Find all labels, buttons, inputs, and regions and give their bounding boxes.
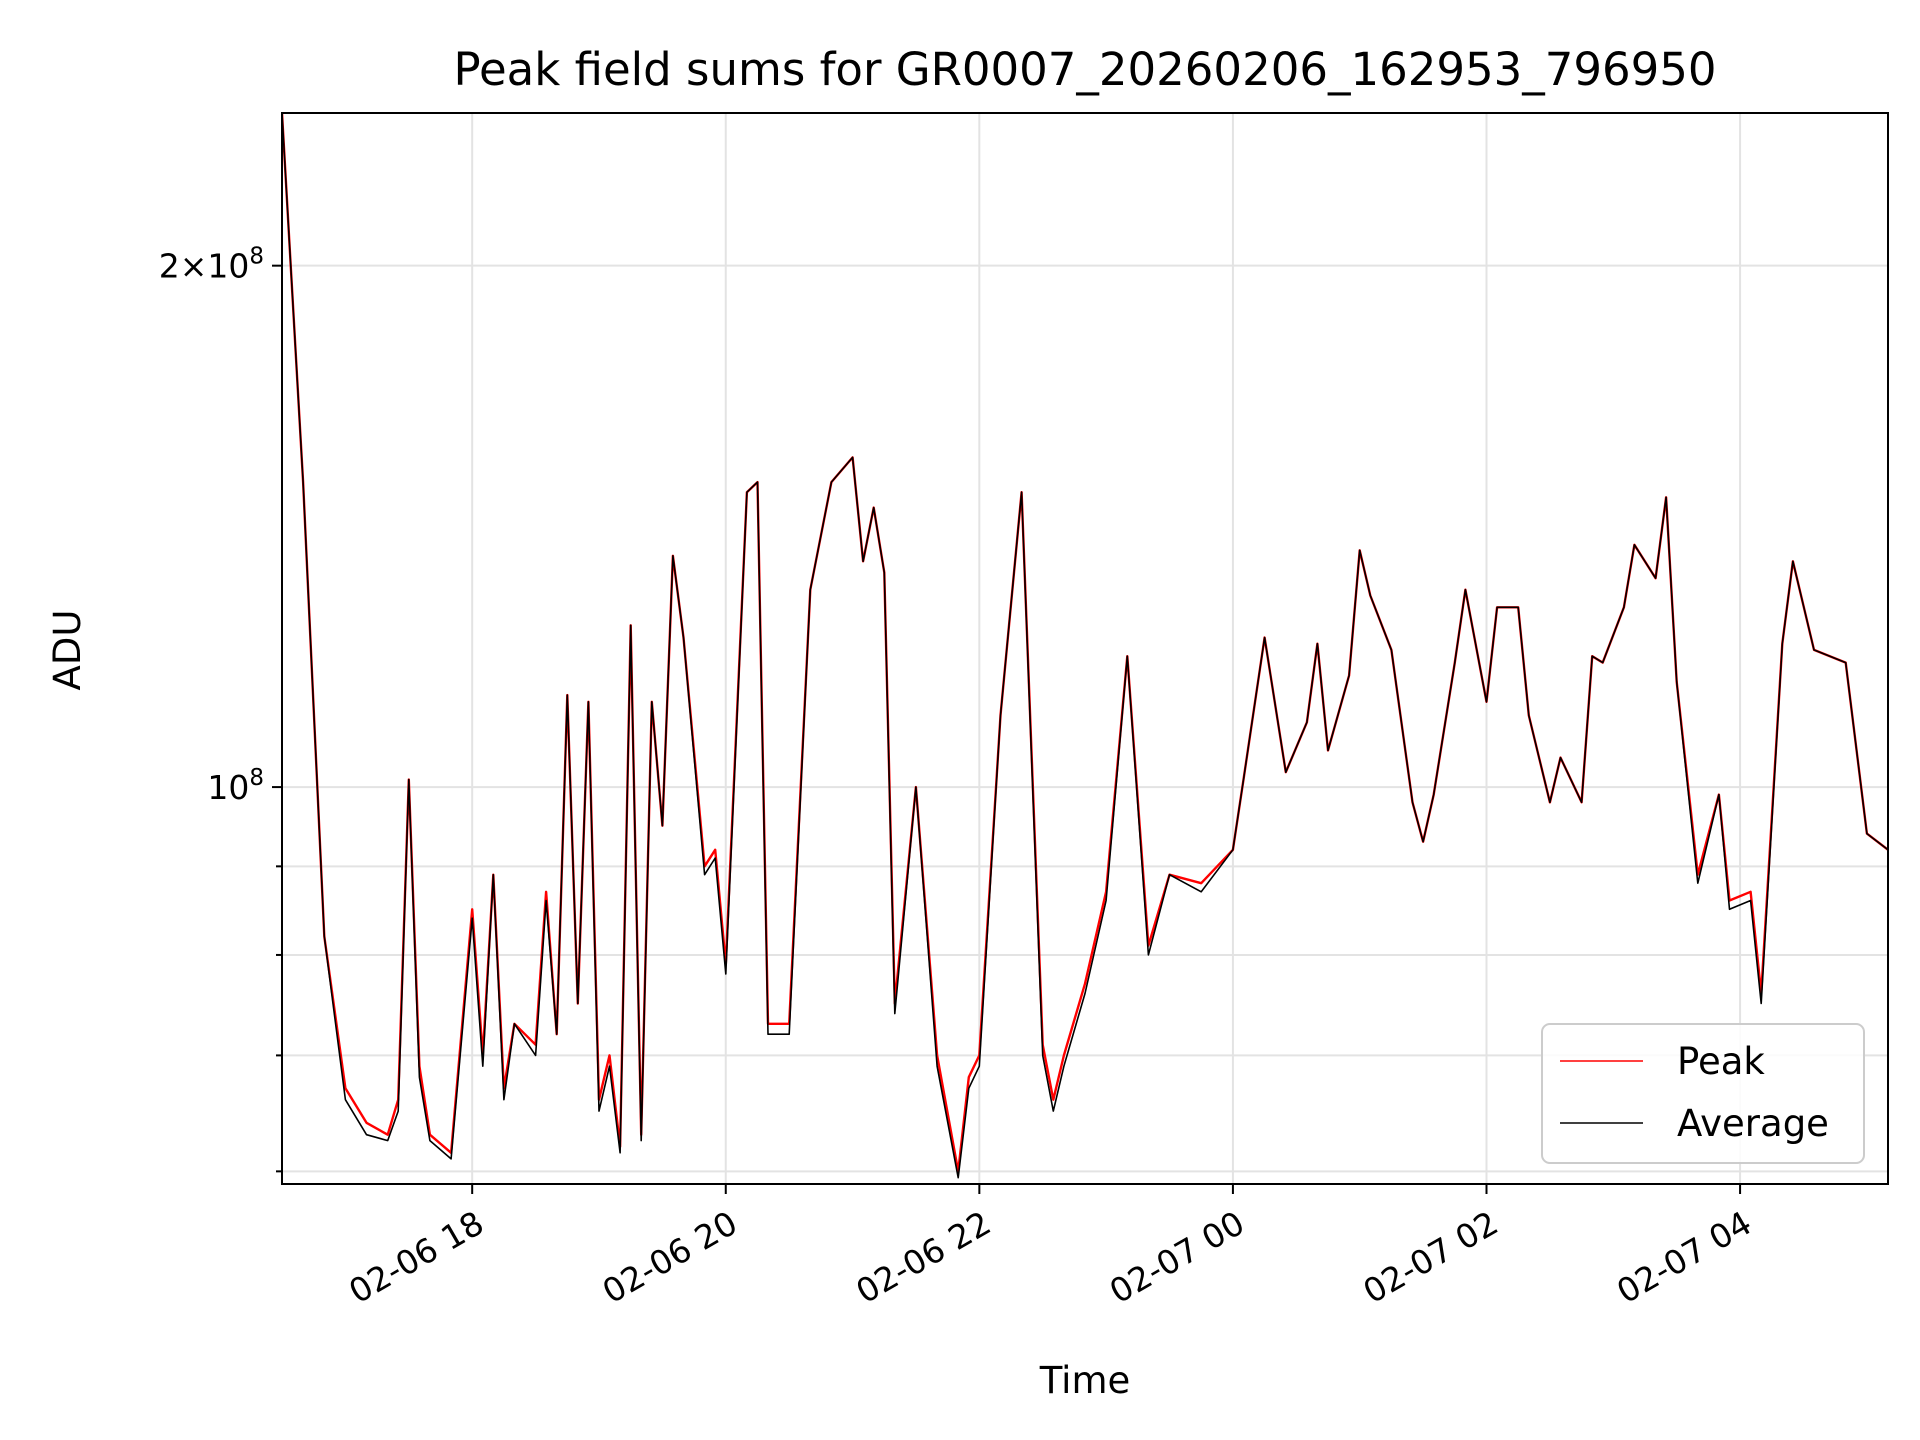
series-line-average	[282, 113, 1888, 1179]
chart-title: Peak field sums for GR0007_20260206_1629…	[453, 43, 1716, 96]
y-tick-label: 2×108	[159, 244, 264, 286]
legend-box	[1541, 1023, 1865, 1164]
legend: Peak Average	[1541, 1023, 1865, 1164]
series-layer	[282, 113, 1888, 1179]
legend-label-peak: Peak	[1677, 1040, 1765, 1083]
plot-frame	[281, 112, 1889, 1185]
y-tick-label-base: 2×10	[159, 247, 250, 286]
y-tick-label-exponent: 8	[249, 244, 264, 270]
legend-label-average: Average	[1677, 1102, 1829, 1145]
y-tick-label-base: 10	[207, 768, 249, 807]
x-axis-label: Time	[1039, 1359, 1131, 1402]
y-tick-label: 108	[207, 765, 264, 807]
y-axis-label: ADU	[46, 610, 89, 691]
y-tick-label-exponent: 8	[249, 765, 264, 791]
